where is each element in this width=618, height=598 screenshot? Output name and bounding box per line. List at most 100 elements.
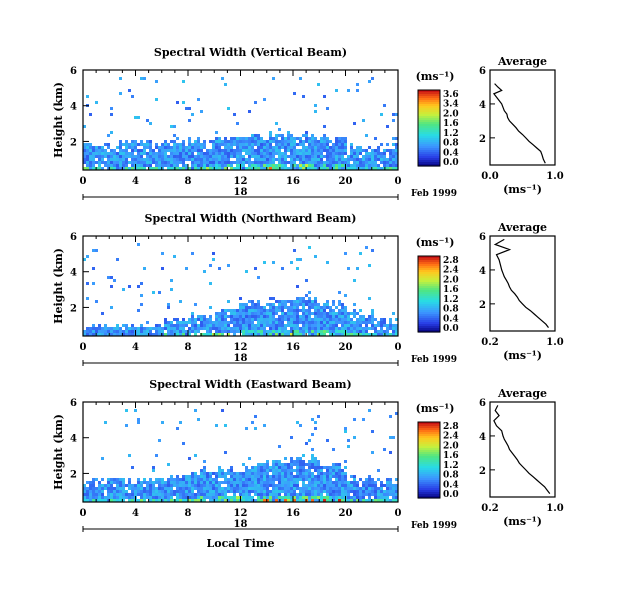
heatmap-cell [299, 309, 302, 312]
heatmap-cell [233, 312, 236, 315]
heatmap-cell [209, 318, 212, 321]
heatmap-cell [329, 478, 332, 481]
heatmap-cell [239, 137, 242, 140]
colorbar-swatch [418, 466, 440, 469]
heatmap-cell [275, 122, 278, 125]
heatmap-cell [314, 137, 317, 140]
heatmap-cell [92, 330, 95, 333]
colorbar-swatch [418, 162, 440, 165]
heatmap-cell [299, 167, 302, 170]
heatmap-cell [299, 140, 302, 143]
heatmap-cell [284, 155, 287, 158]
heatmap-cell [290, 475, 293, 478]
heatmap-cell [95, 161, 98, 164]
heatmap-cell [98, 481, 101, 484]
heatmap-cell [188, 330, 191, 333]
heatmap-cell [92, 484, 95, 487]
heatmap-cell [320, 309, 323, 312]
heatmap-cell [164, 149, 167, 152]
heatmap-cell [299, 164, 302, 167]
heatmap-cell [272, 77, 275, 80]
heatmap-cell [239, 478, 242, 481]
heatmap-cell [254, 149, 257, 152]
heatmap-cell [275, 146, 278, 149]
heatmap-cell [170, 155, 173, 158]
heatmap-cell [344, 137, 347, 140]
heatmap-cell [338, 333, 341, 336]
heatmap-cell [284, 333, 287, 336]
colorbar-swatch [418, 280, 440, 283]
heatmap-cell [86, 496, 89, 499]
heatmap-cell [311, 475, 314, 478]
heatmap-cell [149, 152, 152, 155]
heatmap-cell [308, 321, 311, 324]
heatmap-cell [287, 149, 290, 152]
heatmap-cell [179, 327, 182, 330]
heatmap-cell [128, 89, 131, 92]
heatmap-cell [110, 276, 113, 279]
heatmap-cell [182, 496, 185, 499]
heatmap-cell [113, 490, 116, 493]
heatmap-cell [317, 143, 320, 146]
heatmap-cell [146, 321, 149, 324]
heatmap-cell [212, 164, 215, 167]
heatmap-cell [368, 484, 371, 487]
heatmap-cell [383, 149, 386, 152]
heatmap-cell [221, 475, 224, 478]
colorbar-frame [417, 421, 441, 499]
heatmap-cell [365, 164, 368, 167]
heatmap-cell [185, 324, 188, 327]
colorbar-swatch [418, 144, 440, 147]
heatmap-cell [215, 143, 218, 146]
average-y-tick-label: 4 [479, 266, 486, 277]
heatmap-cell [113, 161, 116, 164]
heatmap-cell [314, 309, 317, 312]
heatmap-cell [329, 158, 332, 161]
heatmap-cell [251, 466, 254, 469]
heatmap-cell [200, 478, 203, 481]
heatmap-cell [371, 321, 374, 324]
heatmap-cell [347, 315, 350, 318]
heatmap-cell [89, 481, 92, 484]
heatmap-cell [239, 149, 242, 152]
heatmap-cell [86, 161, 89, 164]
heatmap-cell [101, 493, 104, 496]
heatmap-cell [161, 161, 164, 164]
heatmap-cell [107, 327, 110, 330]
heatmap-cell [164, 490, 167, 493]
heatmap-cell [344, 146, 347, 149]
heatmap-cell [311, 303, 314, 306]
heatmap-cell [323, 475, 326, 478]
heatmap-cell [233, 330, 236, 333]
heatmap-cell [266, 484, 269, 487]
heatmap-cell [218, 327, 221, 330]
heatmap-cell [296, 466, 299, 469]
heatmap-cell [380, 324, 383, 327]
heatmap-cell [335, 327, 338, 330]
heatmap-cell [113, 496, 116, 499]
heatmap-cell [239, 155, 242, 158]
colorbar-swatch [418, 114, 440, 117]
heatmap-cell [389, 149, 392, 152]
heatmap-cell [326, 484, 329, 487]
heatmap-cell [245, 469, 248, 472]
heatmap-cell [191, 149, 194, 152]
heatmap-cell [191, 143, 194, 146]
colorbar-swatch [418, 428, 440, 431]
heatmap-cell [194, 330, 197, 333]
heatmap-cell [377, 496, 380, 499]
heatmap-cell [203, 496, 206, 499]
heatmap-cell [209, 315, 212, 318]
heatmap-cell [119, 77, 122, 80]
heatmap-cell [140, 481, 143, 484]
heatmap-cell [197, 143, 200, 146]
heatmap-cell [260, 327, 263, 330]
x-tick-label: 8 [185, 176, 192, 187]
heatmap-cell [368, 152, 371, 155]
heatmap-cell [110, 327, 113, 330]
heatmap-cell [260, 478, 263, 481]
heatmap-cell [365, 324, 368, 327]
heatmap-cell [176, 155, 179, 158]
heatmap-cell [287, 318, 290, 321]
